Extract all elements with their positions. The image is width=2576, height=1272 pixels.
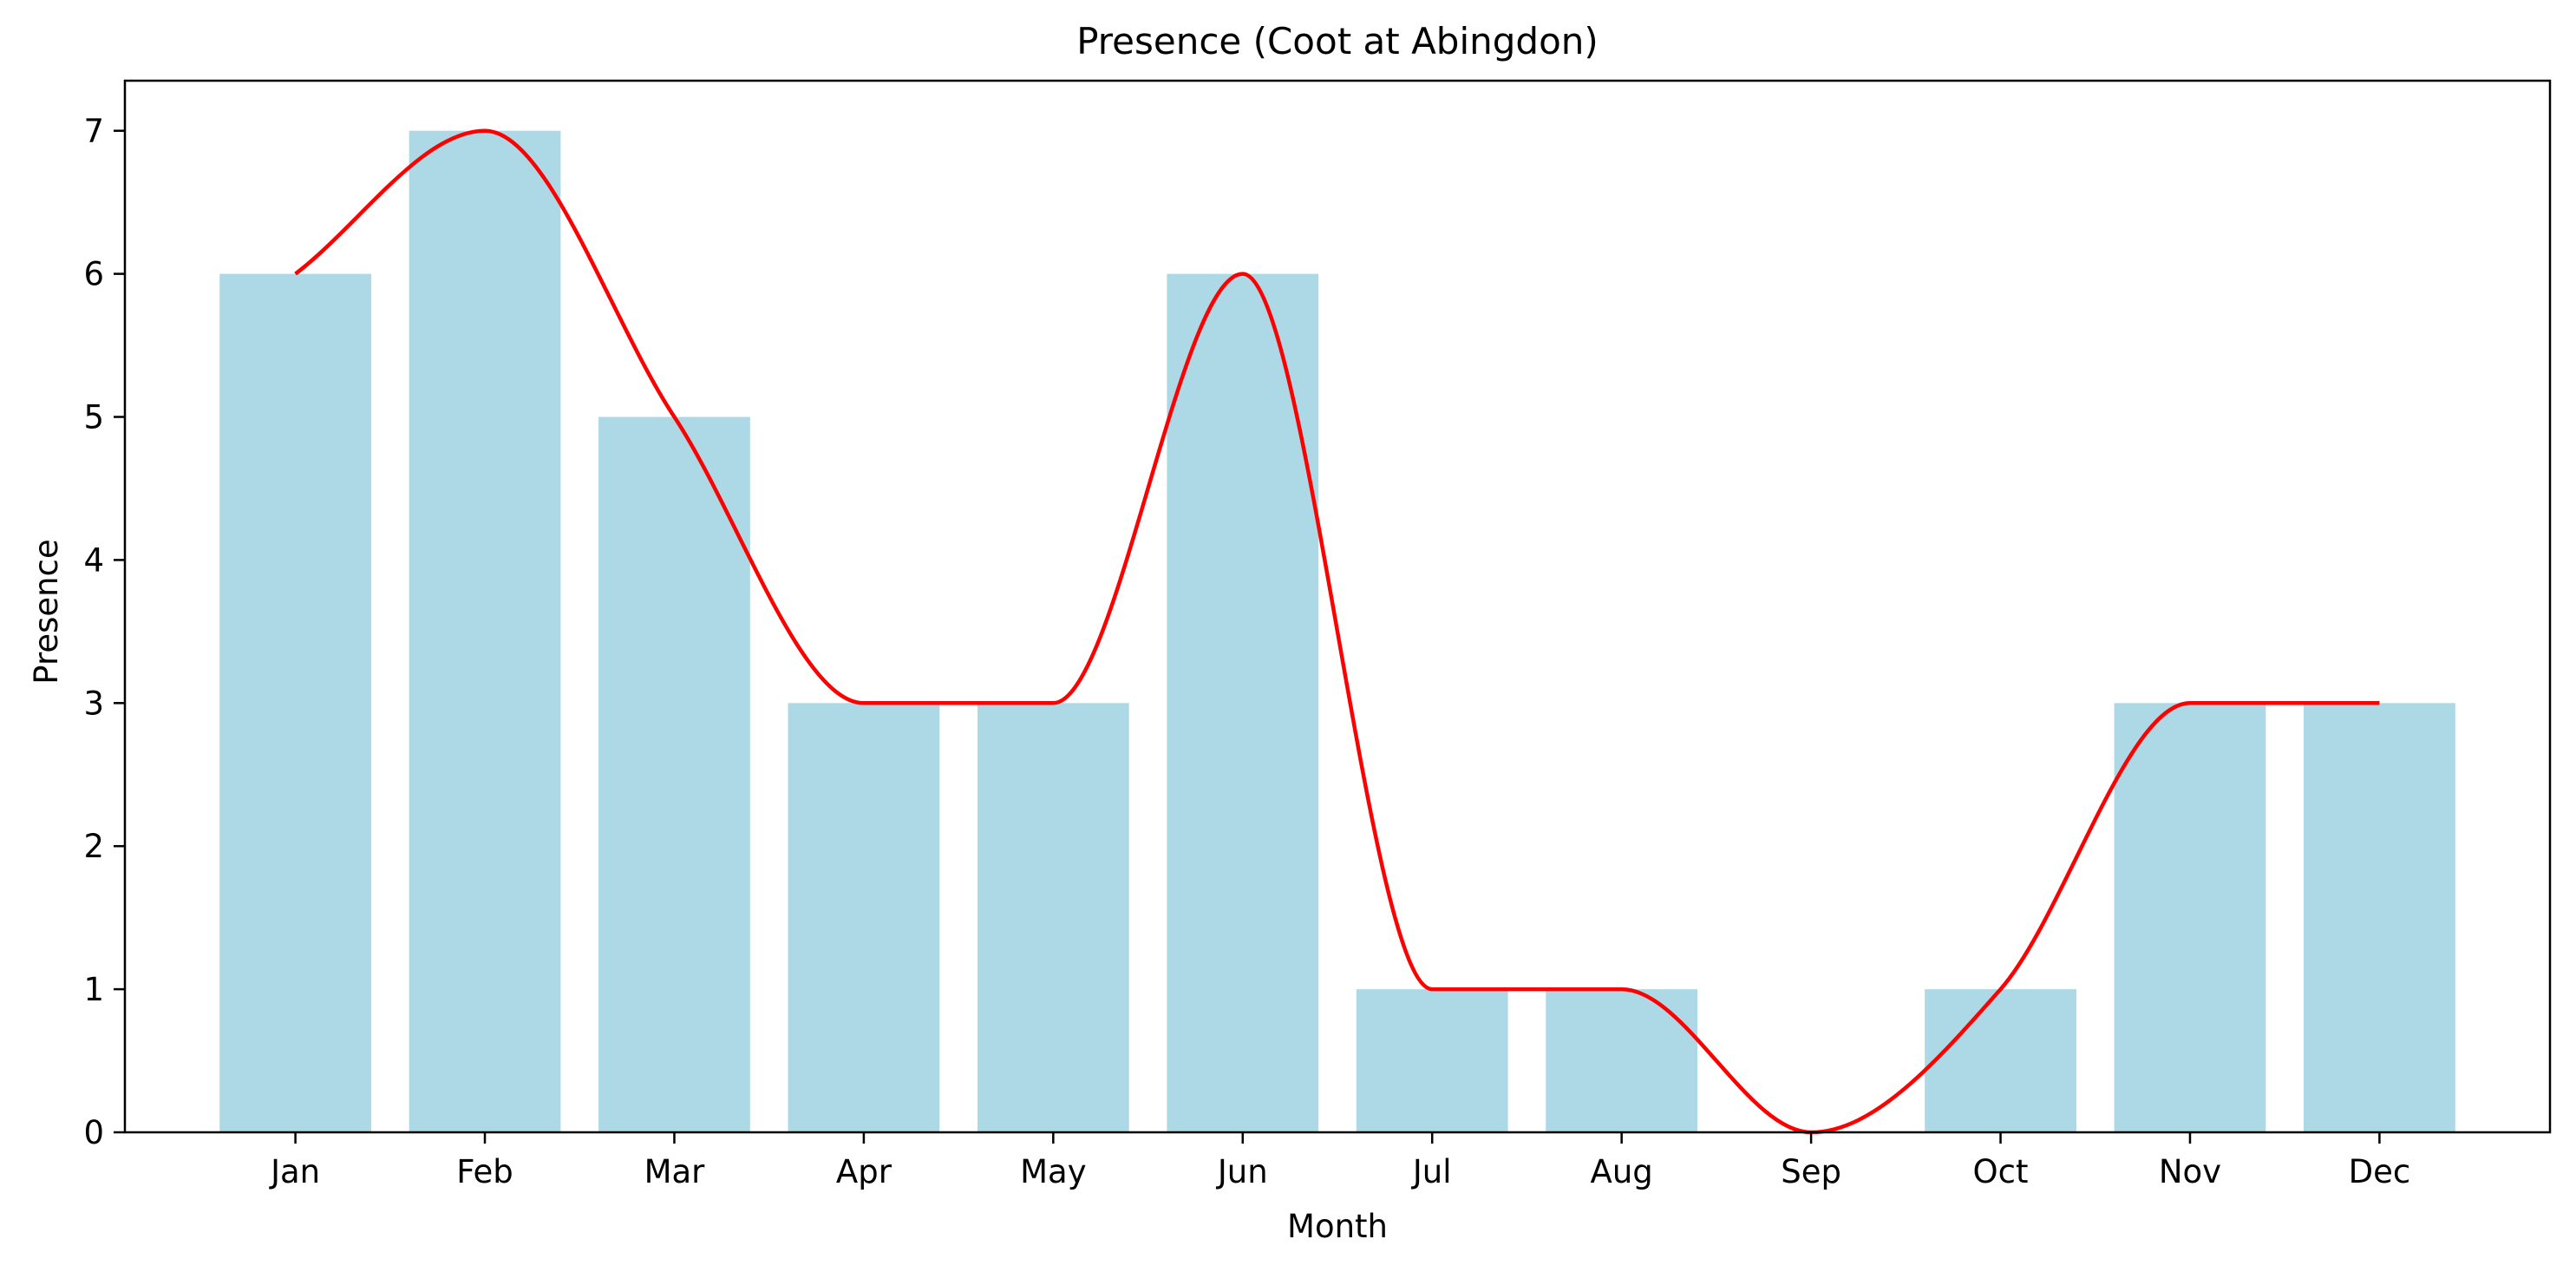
x-tick-label-nov: Nov xyxy=(2159,1153,2221,1190)
x-tick-label-mar: Mar xyxy=(644,1153,706,1190)
bar-aug xyxy=(1546,989,1698,1132)
y-tick-label: 5 xyxy=(83,399,104,436)
bar-feb xyxy=(409,130,561,1133)
x-tick-label-aug: Aug xyxy=(1591,1153,1653,1190)
plot-frame xyxy=(123,79,2552,1134)
x-axis: Jan Feb Mar Apr May Jun Jul Aug Sep Oct Nov Dec xyxy=(269,1132,2410,1190)
bar-jan xyxy=(219,273,371,1132)
bar-mar xyxy=(598,416,750,1132)
bar-jul xyxy=(1356,989,1508,1132)
y-tick-label: 1 xyxy=(83,971,104,1008)
bar-jun xyxy=(1167,273,1319,1132)
bars-layer xyxy=(219,130,2455,1133)
y-tick-label: 3 xyxy=(83,685,104,722)
x-tick-label-jan: Jan xyxy=(269,1153,320,1190)
y-axis-label: Presence xyxy=(28,539,65,684)
x-tick-label-dec: Dec xyxy=(2349,1153,2411,1190)
y-tick-label: 4 xyxy=(83,541,104,579)
x-tick-label-feb: Feb xyxy=(456,1153,513,1190)
x-axis-label: Month xyxy=(1287,1208,1388,1245)
bar-may xyxy=(977,703,1129,1132)
x-tick-label-apr: Apr xyxy=(836,1153,892,1190)
bar-dec xyxy=(2304,703,2455,1132)
bar-apr xyxy=(788,703,940,1132)
x-tick-label-jun: Jun xyxy=(1216,1153,1268,1190)
x-tick-label-may: May xyxy=(1020,1153,1087,1190)
bar-nov xyxy=(2114,703,2266,1132)
y-tick-label: 2 xyxy=(83,828,104,865)
y-tick-label: 6 xyxy=(83,256,104,293)
bar-oct xyxy=(1925,989,2076,1132)
x-tick-label-sep: Sep xyxy=(1781,1153,1841,1190)
y-tick-label: 7 xyxy=(83,113,104,150)
smoothed-trend-line xyxy=(294,128,2380,1135)
y-axis: 0 1 2 3 4 5 6 7 xyxy=(83,113,125,1151)
x-tick-label-jul: Jul xyxy=(1411,1153,1452,1190)
x-tick-label-oct: Oct xyxy=(1973,1153,2029,1190)
y-tick-label: 0 xyxy=(83,1114,104,1151)
chart-title: Presence (Coot at Abingdon) xyxy=(1076,20,1599,62)
